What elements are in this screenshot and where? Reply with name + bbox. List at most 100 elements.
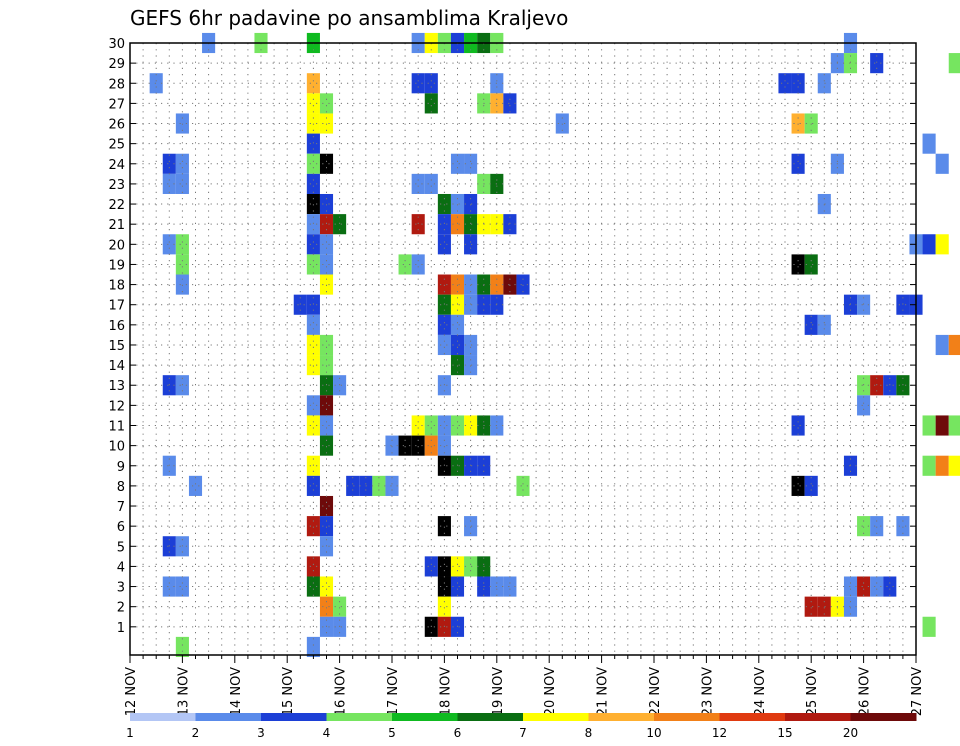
heat-cell: [464, 556, 478, 577]
heat-cell: [175, 113, 189, 134]
heat-cell: [896, 375, 910, 396]
heat-cell: [162, 234, 176, 255]
heat-cell: [319, 355, 334, 376]
heat-cell: [306, 636, 320, 658]
heat-cell: [411, 435, 425, 456]
heat-cell: [188, 475, 203, 496]
x-tick-label: 22 NOV: [648, 667, 663, 716]
heat-cell: [306, 294, 320, 315]
y-tick-label: 27: [108, 97, 125, 112]
heat-cell: [319, 113, 334, 134]
heat-cell: [857, 294, 871, 315]
heat-cell: [870, 516, 884, 537]
heat-cell: [306, 113, 320, 134]
heat-cell: [450, 193, 465, 215]
heat-cell: [333, 596, 347, 617]
colorbar-label: 20: [843, 726, 858, 740]
colorbar-segment: [392, 713, 458, 721]
x-axis: 12 NOV 13 NOV 14 NOV 15 NOV 16 NOV 17 NOV 18 N…: [124, 655, 925, 716]
y-tick-label: 5: [117, 540, 125, 555]
heat-cell: [883, 375, 897, 396]
x-tick-label: 17 NOV: [386, 667, 401, 716]
heat-cell: [385, 435, 399, 456]
y-tick-label: 2: [117, 601, 125, 616]
colorbar-label: 2: [192, 726, 200, 740]
x-tick-label: 25 NOV: [805, 667, 820, 716]
heat-cell: [857, 516, 871, 537]
heat-cell: [333, 375, 347, 396]
colorbar-label: 5: [388, 726, 396, 740]
heat-cell: [306, 334, 320, 356]
heat-cell: [464, 294, 478, 315]
heat-cell: [319, 576, 334, 597]
y-tick-label: 28: [108, 77, 125, 92]
heat-cell: [843, 294, 858, 315]
heat-cell: [450, 153, 465, 174]
heat-cell: [857, 395, 871, 416]
heat-cell: [804, 314, 818, 335]
heat-cell: [464, 274, 478, 295]
y-tick-label: 1: [117, 621, 125, 636]
colorbar-segment: [130, 713, 196, 721]
x-tick-label: 24 NOV: [753, 667, 768, 716]
grid-layer: [130, 42, 916, 655]
y-tick-label: 13: [108, 379, 125, 394]
heat-cell: [804, 475, 818, 496]
heat-cell: [306, 234, 320, 255]
y-tick-label: 19: [108, 258, 125, 273]
heat-cell: [896, 516, 910, 537]
y-tick-label: 29: [108, 57, 125, 72]
heat-cell: [411, 173, 425, 194]
heat-cell: [437, 214, 451, 235]
heat-cell: [883, 576, 897, 597]
y-tick-label: 15: [108, 339, 125, 354]
x-tick-label: 13 NOV: [176, 667, 191, 716]
heat-cell: [450, 415, 465, 436]
heat-cell: [306, 133, 320, 154]
y-tick-label: 20: [108, 238, 125, 253]
y-tick-label: 9: [117, 460, 125, 475]
heat-cell: [791, 254, 805, 275]
colorbar: 1 2 3 4 5 6 7 8 10 12 15 20: [126, 713, 917, 740]
heat-cell: [791, 113, 805, 134]
y-tick-label: 21: [108, 218, 125, 233]
heat-cell: [437, 415, 451, 436]
heat-cell: [555, 113, 569, 134]
heat-cell: [464, 234, 478, 255]
heat-cell: [464, 214, 478, 235]
heat-cell: [175, 375, 189, 396]
heat-cell: [857, 375, 871, 396]
heat-cell: [319, 375, 334, 396]
heat-cell: [948, 455, 960, 476]
heat-cell: [791, 73, 805, 94]
heat-cell: [306, 556, 320, 577]
heat-cell: [503, 576, 517, 597]
heat-cell: [306, 395, 320, 416]
y-tick-label: 12: [108, 399, 125, 414]
y-tick-label: 14: [108, 359, 125, 374]
heat-cell: [175, 576, 189, 597]
colorbar-segment: [654, 713, 720, 721]
y-tick-label: 7: [117, 500, 125, 515]
heat-cell: [319, 435, 334, 456]
y-tick-label: 24: [108, 158, 125, 173]
heat-cell: [319, 516, 334, 537]
heat-cell: [411, 254, 425, 275]
heat-cell: [843, 53, 858, 74]
heat-cell: [411, 415, 425, 436]
colorbar-segment: [850, 713, 917, 721]
heat-cell: [319, 254, 334, 275]
heat-cell: [464, 355, 478, 376]
y-tick-label: 4: [117, 560, 125, 575]
colorbar-label: 1: [126, 726, 134, 740]
heat-cell: [450, 556, 465, 577]
heat-cell: [411, 214, 425, 235]
y-tick-label: 23: [108, 178, 125, 193]
y-tick-label: 11: [108, 420, 125, 435]
colorbar-segment: [719, 713, 786, 721]
x-tick-label: 16 NOV: [334, 667, 349, 716]
y-tick-label: 17: [108, 299, 125, 314]
cells-layer: [149, 32, 960, 658]
